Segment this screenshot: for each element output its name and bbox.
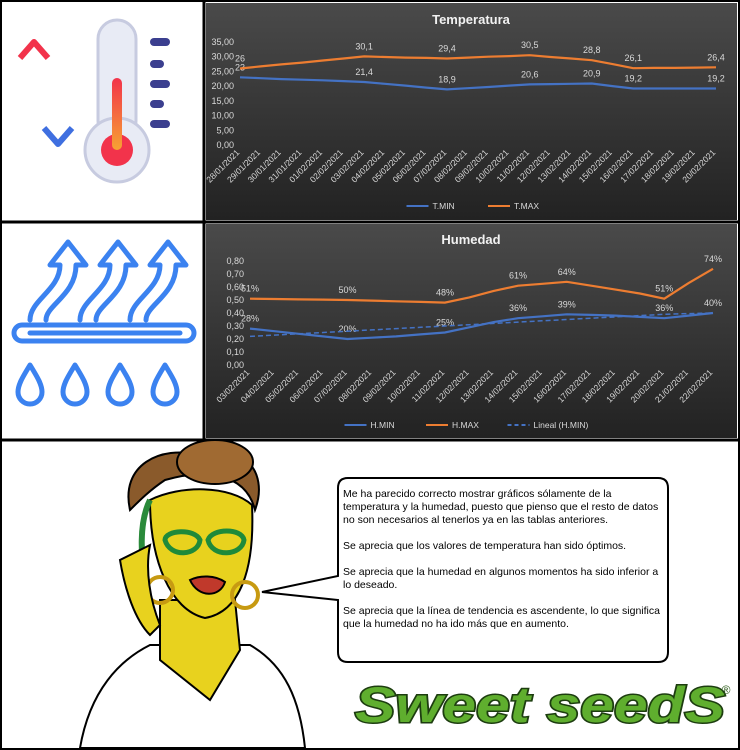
data-label: 25% [436, 318, 454, 328]
speech-paragraph: Se aprecia que los valores de temperatur… [343, 540, 627, 552]
data-label: 20% [338, 324, 356, 334]
legend-label: T.MAX [514, 201, 539, 211]
y-tick-label: 10,00 [211, 111, 234, 121]
data-label: 40% [704, 298, 722, 308]
series-line [239, 76, 716, 91]
y-tick-label: 0,70 [226, 269, 244, 279]
data-label: 30,5 [521, 40, 539, 50]
chart-area [206, 224, 737, 438]
data-label: 26,4 [707, 52, 725, 62]
y-tick-label: 0,10 [226, 347, 244, 357]
y-tick-label: 0,00 [216, 140, 234, 150]
data-label: 61% [509, 271, 527, 281]
data-label: 51% [655, 284, 673, 294]
speech-paragraph: Me ha parecido correcto mostrar gráficos… [343, 488, 659, 526]
y-tick-label: 20,00 [211, 81, 234, 91]
series-line [249, 312, 714, 338]
speech-paragraph: Se aprecia que la línea de tendencia es … [343, 605, 660, 630]
legend-label: T.MIN [433, 201, 455, 211]
data-label: 20,6 [521, 69, 539, 79]
data-label: 20,9 [583, 68, 601, 78]
data-label: 21,4 [355, 67, 373, 77]
y-tick-label: 35,00 [211, 37, 234, 47]
y-tick-label: 5,00 [216, 125, 234, 135]
chart-title: Temperatura [432, 12, 511, 27]
legend-label: H.MAX [452, 420, 479, 430]
y-tick-label: 0,60 [226, 282, 244, 292]
y-tick-label: 0,20 [226, 334, 244, 344]
data-label: 36% [509, 303, 527, 313]
speech-text: Me ha parecido correcto mostrar gráficos… [343, 488, 661, 644]
y-tick-label: 30,00 [211, 52, 234, 62]
data-label: 51% [241, 284, 259, 294]
data-label: 74% [704, 254, 722, 264]
data-label: 64% [558, 267, 576, 277]
y-tick-label: 0,80 [226, 256, 244, 266]
y-tick-label: 0,00 [226, 360, 244, 370]
speech-bubble [261, 477, 669, 663]
y-tick-label: 0,40 [226, 308, 244, 318]
y-tick-label: 0,50 [226, 295, 244, 305]
data-label: 26,1 [624, 53, 642, 63]
data-label: 19,2 [707, 73, 725, 83]
speech-paragraph: Se aprecia que la humedad en algunos mom… [343, 566, 659, 591]
data-label: 28% [241, 314, 259, 324]
thermometer-icon [17, 18, 170, 184]
cartoon-woman [78, 439, 307, 749]
humidity-icon [11, 239, 197, 407]
data-label: 50% [338, 285, 356, 295]
legend-label: H.MIN [371, 420, 395, 430]
y-tick-label: 15,00 [211, 96, 234, 106]
data-label: 48% [436, 288, 454, 298]
data-label: 30,1 [355, 41, 373, 51]
logo-text: Sweet seedS [355, 677, 725, 733]
series-line [239, 54, 717, 70]
data-label: 19,2 [624, 73, 642, 83]
data-label: 39% [558, 299, 576, 309]
legend-label: Lineal (H.MIN) [534, 420, 589, 430]
data-label: 23 [235, 62, 245, 72]
data-label: 36% [655, 303, 673, 313]
data-label: 26 [235, 53, 245, 63]
data-label: 18,9 [438, 74, 456, 84]
y-tick-label: 0,30 [226, 321, 244, 331]
chart-title: Humedad [441, 232, 500, 247]
data-label: 28,8 [583, 45, 601, 55]
series-line [249, 267, 714, 304]
y-tick-label: 25,00 [211, 66, 234, 76]
logo-mark: ® [722, 683, 731, 697]
series-line [249, 311, 714, 341]
data-label: 29,4 [438, 43, 456, 53]
chart-area [206, 3, 737, 220]
